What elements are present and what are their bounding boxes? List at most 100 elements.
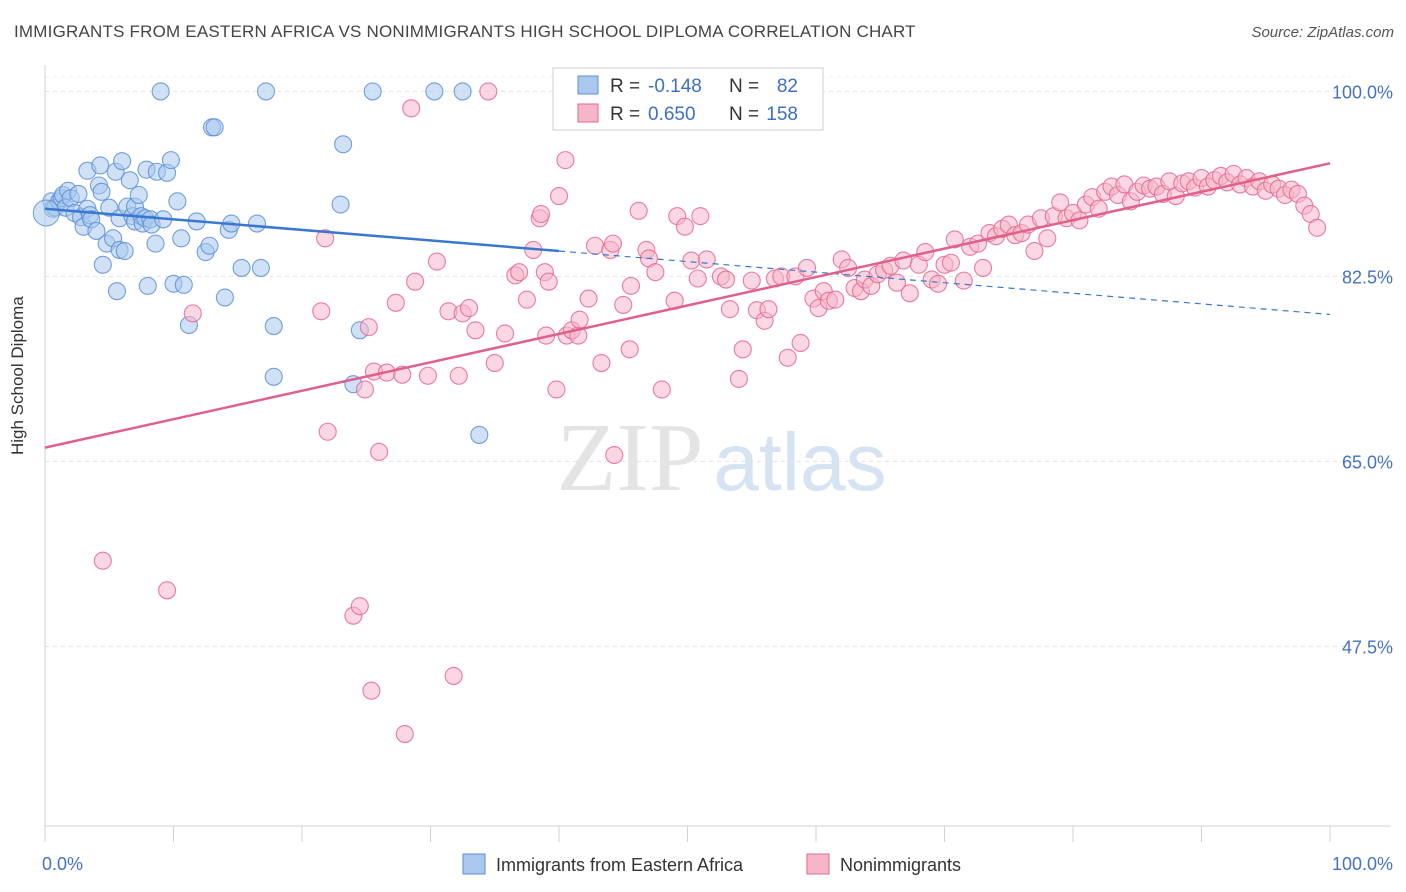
nonimmigrant-point-26: [466, 321, 485, 340]
nonimmigrant-point-55: [629, 201, 648, 220]
eastern-africa-point-44: [146, 234, 165, 253]
eastern-africa-point-21: [93, 255, 112, 274]
bottom-legend-swatch-blue: [462, 853, 486, 875]
nonimmigrant-point-23: [449, 366, 468, 385]
tick-labels: 100.0% 82.5% 65.0% 47.5% 0.0% 100.0%: [42, 82, 1393, 874]
eastern-africa-point-40: [138, 276, 157, 295]
nonimmigrant-point-109: [973, 258, 993, 277]
y-tick-label-3: 47.5%: [1342, 637, 1393, 657]
nonimmigrant-point-161: [1308, 218, 1327, 237]
nonimmigrant-point-16: [395, 724, 414, 744]
nonimmigrant-point-97: [894, 251, 913, 270]
legend-swatch-pink: [577, 103, 599, 123]
nonimmigrant-point-9: [359, 318, 378, 337]
eastern-africa-point-74: [425, 82, 444, 101]
nonimmigrant-point-48: [592, 354, 611, 373]
nonimmigrant-point-7: [350, 597, 369, 616]
legend-n-value-2: 158: [766, 104, 798, 125]
eastern-africa-point-20: [92, 182, 111, 201]
nonimmigrant-point-59: [652, 380, 671, 399]
eastern-africa-point-10: [69, 184, 88, 203]
nonimmigrant-point-47: [585, 236, 605, 255]
x-tick-label-1: 100.0%: [1332, 854, 1393, 874]
trend-line-eastern-africa-extrapolated: [558, 250, 1331, 316]
nonimmigrant-point-121: [1051, 193, 1070, 212]
watermark: ZIP atlas: [557, 404, 887, 512]
nonimmigrant-point-14: [386, 293, 405, 312]
nonimmigrant-point-81: [797, 258, 817, 277]
eastern-africa-point-60: [215, 288, 234, 307]
eastern-africa-point-36: [129, 185, 148, 205]
nonimmigrant-point-31: [510, 263, 529, 282]
nonimmigrant-point-58: [646, 263, 665, 282]
nonimmigrant-point-2: [183, 304, 202, 323]
nonimmigrant-point-69: [720, 300, 739, 319]
eastern-africa-point-67: [264, 317, 283, 336]
nonimmigrant-point-12: [370, 442, 389, 461]
nonimmigrant-point-64: [688, 269, 707, 288]
eastern-africa-point-49: [161, 151, 180, 170]
nonimmigrant-point-68: [716, 270, 736, 289]
grid-lines: [45, 76, 1350, 647]
bottom-legend-label-blue: Immigrants from Eastern Africa: [496, 855, 744, 875]
eastern-africa-point-64: [247, 214, 267, 233]
eastern-africa-point-76: [470, 425, 489, 444]
nonimmigrant-point-5: [318, 422, 337, 441]
nonimmigrant-point-38: [539, 272, 558, 291]
eastern-africa-point-19: [91, 156, 110, 175]
y-tick-label-0: 100.0%: [1332, 82, 1393, 102]
nonimmigrant-point-70: [729, 369, 748, 388]
nonimmigrant-point-35: [531, 204, 551, 224]
y-tick-label-1: 82.5%: [1342, 267, 1393, 287]
eastern-africa-point-65: [251, 258, 270, 277]
nonimmigrant-point-54: [621, 276, 641, 295]
series-legend: Immigrants from Eastern Africa Nonimmigr…: [462, 853, 961, 875]
nonimmigrant-point-86: [826, 290, 845, 309]
eastern-africa-point-68: [264, 367, 283, 386]
legend-r-value-1: -0.148: [648, 76, 702, 97]
eastern-africa-point-69: [331, 195, 350, 214]
nonimmigrant-point-27: [479, 82, 498, 101]
nonimmigrant-point-8: [355, 380, 375, 399]
nonimmigrant-point-66: [697, 250, 716, 269]
nonimmigrant-point-104: [941, 253, 960, 272]
legend-n-value-1: 82: [777, 76, 798, 97]
nonimmigrant-point-63: [682, 251, 701, 270]
nonimmigrant-point-17: [402, 99, 421, 118]
legend-r-label-1: R =: [610, 76, 640, 97]
nonimmigrant-point-105: [945, 230, 964, 249]
nonimmigrant-point-75: [759, 300, 778, 319]
nonimmigrant-point-19: [418, 366, 437, 385]
nonimmigrant-point-32: [517, 290, 536, 309]
source-label: Source: ZipAtlas.com: [1251, 24, 1394, 41]
eastern-africa-point-59: [205, 118, 224, 137]
nonimmigrant-point-119: [1038, 229, 1057, 248]
nonimmigrant-point-3: [312, 302, 331, 321]
correlation-legend: R = -0.148 N = 82 R = 0.650 N = 158: [552, 67, 824, 131]
nonimmigrant-point-78: [778, 348, 797, 367]
nonimmigrant-point-106: [954, 271, 973, 290]
nonimmigrant-point-52: [614, 295, 633, 314]
nonimmigrant-point-71: [733, 340, 752, 359]
nonimmigrant-point-53: [620, 340, 639, 359]
eastern-africa-point-70: [334, 135, 353, 154]
trend-line-nonimmigrants: [44, 162, 1331, 449]
nonimmigrant-point-62: [675, 217, 694, 236]
nonimmigrant-point-22: [444, 666, 463, 685]
eastern-africa-point-57: [200, 236, 219, 255]
nonimmigrant-point-117: [1025, 241, 1044, 261]
bottom-legend-swatch-pink: [806, 853, 830, 875]
trend-lines: [44, 162, 1331, 449]
nonimmigrant-point-50: [603, 234, 623, 253]
nonimmigrant-point-41: [556, 151, 575, 170]
series-eastern-africa-points: [32, 82, 489, 444]
eastern-africa-point-53: [174, 275, 193, 294]
watermark-zip: ZIP: [557, 404, 704, 512]
nonimmigrant-point-102: [929, 274, 948, 293]
nonimmigrant-point-40: [549, 187, 569, 206]
nonimmigrant-point-46: [579, 289, 598, 308]
nonimmigrant-point-18: [406, 272, 425, 291]
eastern-africa-point-63: [232, 258, 251, 277]
nonimmigrant-point-45: [570, 310, 589, 329]
legend-n-label-2: N =: [729, 104, 759, 125]
